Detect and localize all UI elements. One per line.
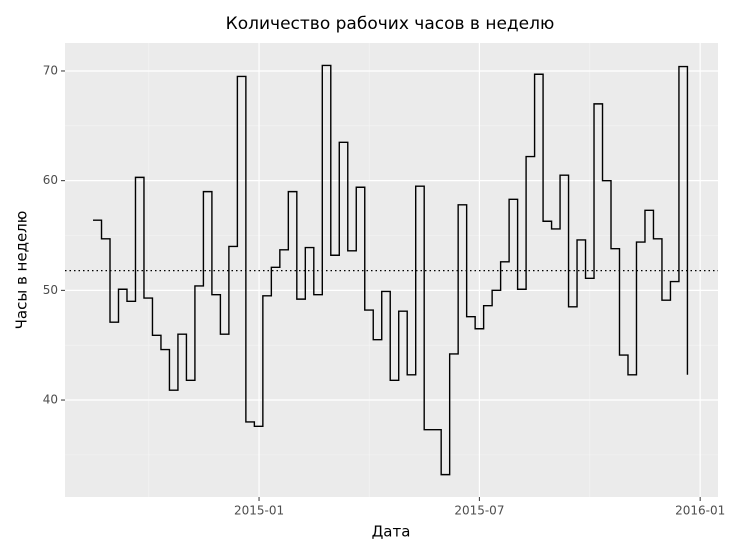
chart-title: Количество рабочих часов в неделю — [226, 14, 555, 34]
y-tick-label: 40 — [43, 393, 58, 407]
y-tick-label: 70 — [43, 63, 58, 77]
x-axis-label: Дата — [372, 523, 411, 541]
step-line — [93, 64, 689, 476]
y-axis-label: Часы в неделю — [13, 211, 31, 330]
x-tick-label: 2015-07 — [454, 504, 504, 518]
y-tick-label: 50 — [43, 283, 58, 297]
y-tick-label: 60 — [43, 173, 58, 187]
x-tick-label: 2016-01 — [675, 504, 725, 518]
panel — [65, 43, 718, 497]
x-tick-label: 2015-01 — [234, 504, 284, 518]
